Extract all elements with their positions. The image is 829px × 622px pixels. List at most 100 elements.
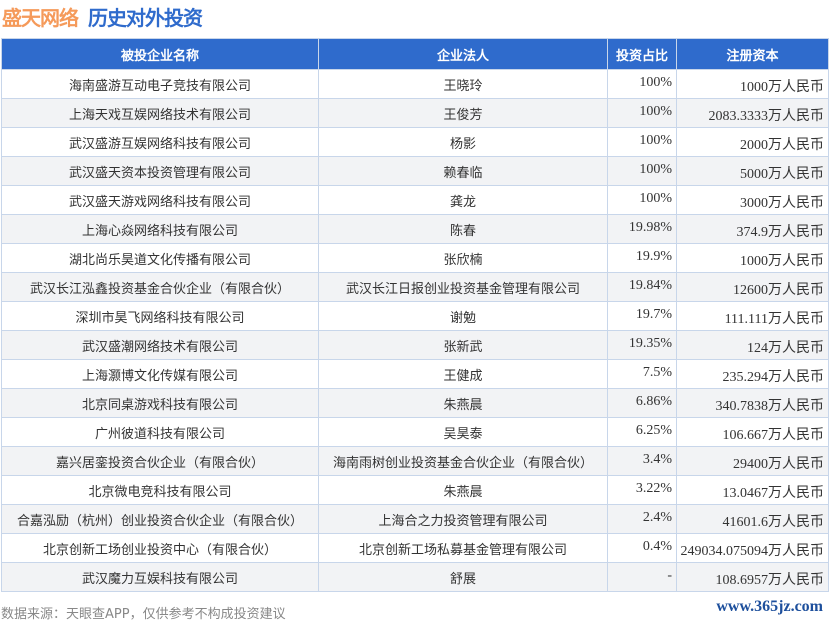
registered-capital: 374.9万人民币: [676, 214, 829, 244]
title-text: 历史对外投资: [88, 6, 203, 30]
share-ratio: 3.22%: [607, 475, 677, 505]
registered-capital: 249034.075094万人民币: [676, 533, 829, 563]
legal-rep: 张新武: [318, 330, 608, 360]
legal-rep: 吴昊泰: [318, 417, 608, 447]
table-row: 海南盛游互动电子竞技有限公司 王晓玲 100% 1000万人民币: [1, 69, 829, 99]
table-row: 武汉长江泓鑫投资基金合伙企业（有限合伙） 武汉长江日报创业投资基金管理有限公司 19…: [1, 272, 829, 302]
company-name: 嘉兴居銮投资合伙企业（有限合伙）: [1, 446, 319, 476]
company-name: 深圳市昊飞网络科技有限公司: [1, 301, 319, 331]
legal-rep: 海南雨树创业投资基金合伙企业（有限合伙）: [318, 446, 608, 476]
legal-rep: 北京创新工场私募基金管理有限公司: [318, 533, 608, 563]
table-row: 武汉盛游互娱网络科技有限公司 杨影 100% 2000万人民币: [1, 127, 829, 157]
legal-rep: 谢勉: [318, 301, 608, 331]
share-ratio: 19.7%: [607, 301, 677, 331]
legal-rep: 陈春: [318, 214, 608, 244]
legal-rep: 舒展: [318, 562, 608, 592]
table-row: 武汉盛天游戏网络科技有限公司 龚龙 100% 3000万人民币: [1, 185, 829, 215]
registered-capital: 41601.6万人民币: [676, 504, 829, 534]
registered-capital: 1000万人民币: [676, 69, 829, 99]
registered-capital: 3000万人民币: [676, 185, 829, 215]
table-row: 上海天戏互娱网络技术有限公司 王俊芳 100% 2083.3333万人民币: [1, 98, 829, 128]
share-ratio: 100%: [607, 185, 677, 215]
registered-capital: 5000万人民币: [676, 156, 829, 186]
legal-rep: 武汉长江日报创业投资基金管理有限公司: [318, 272, 608, 302]
table-row: 合嘉泓励（杭州）创业投资合伙企业（有限合伙） 上海合之力投资管理有限公司 2.4% 4…: [1, 504, 829, 534]
legal-rep: 杨影: [318, 127, 608, 157]
table-row: 深圳市昊飞网络科技有限公司 谢勉 19.7% 111.111万人民币: [1, 301, 829, 331]
registered-capital: 235.294万人民币: [676, 359, 829, 389]
data-source-note: 数据来源：天眼查APP，仅供参考不构成投资建议: [1, 607, 286, 622]
company-name: 湖北尚乐昊道文化传播有限公司: [1, 243, 319, 273]
company-name: 武汉盛天资本投资管理有限公司: [1, 156, 319, 186]
registered-capital: 106.667万人民币: [676, 417, 829, 447]
company-name: 上海灏博文化传媒有限公司: [1, 359, 319, 389]
table-row: 武汉盛天资本投资管理有限公司 赖春临 100% 5000万人民币: [1, 156, 829, 186]
registered-capital: 1000万人民币: [676, 243, 829, 273]
share-ratio: 100%: [607, 156, 677, 186]
registered-capital: 108.6957万人民币: [676, 562, 829, 592]
column-header: 注册资本: [676, 38, 829, 70]
company-name: 北京微电竞科技有限公司: [1, 475, 319, 505]
registered-capital: 29400万人民币: [676, 446, 829, 476]
share-ratio: 6.86%: [607, 388, 677, 418]
table-row: 上海灏博文化传媒有限公司 王健成 7.5% 235.294万人民币: [1, 359, 829, 389]
legal-rep: 王俊芳: [318, 98, 608, 128]
legal-rep: 王健成: [318, 359, 608, 389]
legal-rep: 王晓玲: [318, 69, 608, 99]
company-name: 上海心焱网络科技有限公司: [1, 214, 319, 244]
registered-capital: 124万人民币: [676, 330, 829, 360]
legal-rep: 赖春临: [318, 156, 608, 186]
company-name: 武汉长江泓鑫投资基金合伙企业（有限合伙）: [1, 272, 319, 302]
share-ratio: 7.5%: [607, 359, 677, 389]
share-ratio: 19.84%: [607, 272, 677, 302]
legal-rep: 张欣楠: [318, 243, 608, 273]
share-ratio: 3.4%: [607, 446, 677, 476]
company-name: 北京同桌游戏科技有限公司: [1, 388, 319, 418]
share-ratio: 2.4%: [607, 504, 677, 534]
company-name: 北京创新工场创业投资中心（有限合伙）: [1, 533, 319, 563]
company-name: 海南盛游互动电子竞技有限公司: [1, 69, 319, 99]
share-ratio: 100%: [607, 127, 677, 157]
table-row: 武汉盛潮网络技术有限公司 张新武 19.35% 124万人民币: [1, 330, 829, 360]
brand-name: 盛天网络: [2, 6, 79, 30]
company-name: 广州彼道科技有限公司: [1, 417, 319, 447]
registered-capital: 2083.3333万人民币: [676, 98, 829, 128]
registered-capital: 12600万人民币: [676, 272, 829, 302]
share-ratio: 100%: [607, 98, 677, 128]
investment-table: 被投企业名称 企业法人 投资占比 注册资本 海南盛游互动电子竞技有限公司 王晓玲 100%…: [1, 38, 829, 592]
share-ratio: 6.25%: [607, 417, 677, 447]
legal-rep: 龚龙: [318, 185, 608, 215]
company-name: 武汉魔力互娱科技有限公司: [1, 562, 319, 592]
table-row: 上海心焱网络科技有限公司 陈春 19.98% 374.9万人民币: [1, 214, 829, 244]
table-row: 湖北尚乐昊道文化传播有限公司 张欣楠 19.9% 1000万人民币: [1, 243, 829, 273]
registered-capital: 2000万人民币: [676, 127, 829, 157]
company-name: 上海天戏互娱网络技术有限公司: [1, 98, 319, 128]
table-row: 武汉魔力互娱科技有限公司 舒展 -108.6957万人民币: [1, 562, 829, 592]
column-header: 企业法人: [318, 38, 608, 70]
legal-rep: 朱燕晨: [318, 475, 608, 505]
company-name: 武汉盛游互娱网络科技有限公司: [1, 127, 319, 157]
company-name: 武汉盛天游戏网络科技有限公司: [1, 185, 319, 215]
share-ratio: 100%: [607, 69, 677, 99]
share-ratio: -: [607, 562, 677, 592]
registered-capital: 111.111万人民币: [676, 301, 829, 331]
legal-rep: 上海合之力投资管理有限公司: [318, 504, 608, 534]
legal-rep: 朱燕晨: [318, 388, 608, 418]
column-header: 被投企业名称: [1, 38, 319, 70]
share-ratio: 19.35%: [607, 330, 677, 360]
table-row: 北京微电竞科技有限公司 朱燕晨 3.22% 13.0467万人民币: [1, 475, 829, 505]
share-ratio: 19.9%: [607, 243, 677, 273]
registered-capital: 13.0467万人民币: [676, 475, 829, 505]
share-ratio: 0.4%: [607, 533, 677, 563]
table-row: 北京同桌游戏科技有限公司 朱燕晨 6.86% 340.7838万人民币: [1, 388, 829, 418]
table-row: 北京创新工场创业投资中心（有限合伙） 北京创新工场私募基金管理有限公司 0.4% 24…: [1, 533, 829, 563]
column-header: 投资占比: [607, 38, 677, 70]
table-row: 嘉兴居銮投资合伙企业（有限合伙） 海南雨树创业投资基金合伙企业（有限合伙） 3.4%…: [1, 446, 829, 476]
share-ratio: 19.98%: [607, 214, 677, 244]
table-row: 广州彼道科技有限公司 吴昊泰 6.25% 106.667万人民币: [1, 417, 829, 447]
site-watermark: www.365jz.com: [716, 598, 823, 615]
company-name: 武汉盛潮网络技术有限公司: [1, 330, 319, 360]
registered-capital: 340.7838万人民币: [676, 388, 829, 418]
page-title: 盛天网络 历史对外投资: [2, 2, 203, 31]
company-name: 合嘉泓励（杭州）创业投资合伙企业（有限合伙）: [1, 504, 319, 534]
